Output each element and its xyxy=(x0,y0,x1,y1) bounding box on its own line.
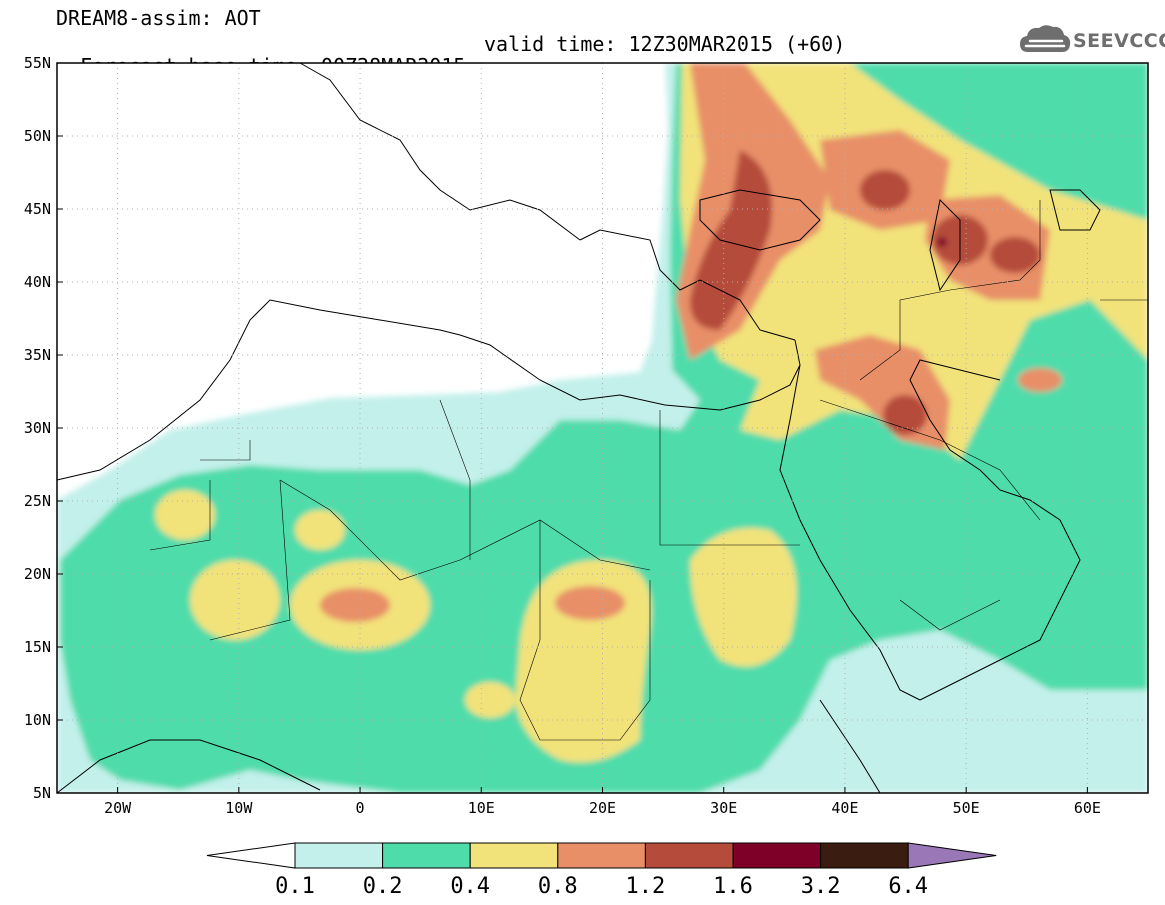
valid-time: valid time: 12Z30MAR2015 (+60) xyxy=(484,32,846,56)
aot-level-1.6 xyxy=(937,237,947,247)
logo-text: SEEVCCC xyxy=(1073,30,1165,52)
aot-level-0.8 xyxy=(320,63,1062,622)
colorbar-over xyxy=(907,842,997,869)
lat-tick-label: 50N xyxy=(24,127,51,145)
lat-tick-label: 10N xyxy=(24,711,51,729)
lat-tick-label: 15N xyxy=(24,638,51,656)
colorbar-label: 1.6 xyxy=(713,874,753,899)
colorbar-label: 0.4 xyxy=(450,874,490,899)
colorbar-swatch xyxy=(820,842,909,869)
gridlines xyxy=(57,62,1148,794)
colorbar-under xyxy=(206,842,296,869)
colorbar-swatch xyxy=(732,842,822,869)
lat-tick-label: 40N xyxy=(24,273,51,291)
colorbar-swatch xyxy=(469,842,559,869)
lat-tick-label: 35N xyxy=(24,346,51,364)
colorbar-swatch xyxy=(382,842,471,869)
colorbar-label: 0.2 xyxy=(363,874,403,899)
colorbar-swatch xyxy=(644,842,734,869)
chart-title: DREAM8-assim: AOT xyxy=(56,6,261,30)
lat-tick-label: 55N xyxy=(24,54,51,72)
lat-tick-label: 45N xyxy=(24,200,51,218)
lon-tick-label: 0 xyxy=(356,799,365,817)
country-borders xyxy=(149,200,1148,741)
seevccc-logo: SEEVCCC xyxy=(1018,22,1165,58)
coastlines xyxy=(56,62,1101,794)
lon-tick-label: 10W xyxy=(225,799,253,817)
lon-tick-label: 10E xyxy=(468,799,495,817)
lon-tick-label: 50E xyxy=(953,799,980,817)
lat-axis: 55N 50N 45N 40N 35N 30N 25N 20N 15N 10N 5N xyxy=(24,54,63,802)
colorbar-label: 1.2 xyxy=(626,874,666,899)
colorbar-label: 6.4 xyxy=(888,874,928,899)
lat-tick-label: 25N xyxy=(24,492,51,510)
cloud-icon xyxy=(1020,25,1071,52)
lat-tick-label: 5N xyxy=(33,784,51,802)
lon-tick-label: 20W xyxy=(104,799,132,817)
colorbar-label: 0.8 xyxy=(538,874,578,899)
lon-tick-label: 30E xyxy=(710,799,737,817)
lat-tick-label: 30N xyxy=(24,419,51,437)
lat-tick-label: 20N xyxy=(24,565,51,583)
lon-tick-label: 40E xyxy=(831,799,858,817)
colorbar-label: 3.2 xyxy=(801,874,841,899)
lon-axis: 20W 10W 0 10E 20E 30E 40E 50E 60E xyxy=(104,787,1101,817)
colorbar-labels: 0.1 0.2 0.4 0.8 1.2 1.6 3.2 6.4 xyxy=(275,874,928,899)
colorbar-swatch xyxy=(557,842,646,869)
colorbar-label: 0.1 xyxy=(275,874,315,899)
lon-tick-label: 20E xyxy=(589,799,616,817)
lon-tick-label: 60E xyxy=(1074,799,1101,817)
colorbar xyxy=(206,842,997,869)
colorbar-swatch xyxy=(294,842,384,869)
